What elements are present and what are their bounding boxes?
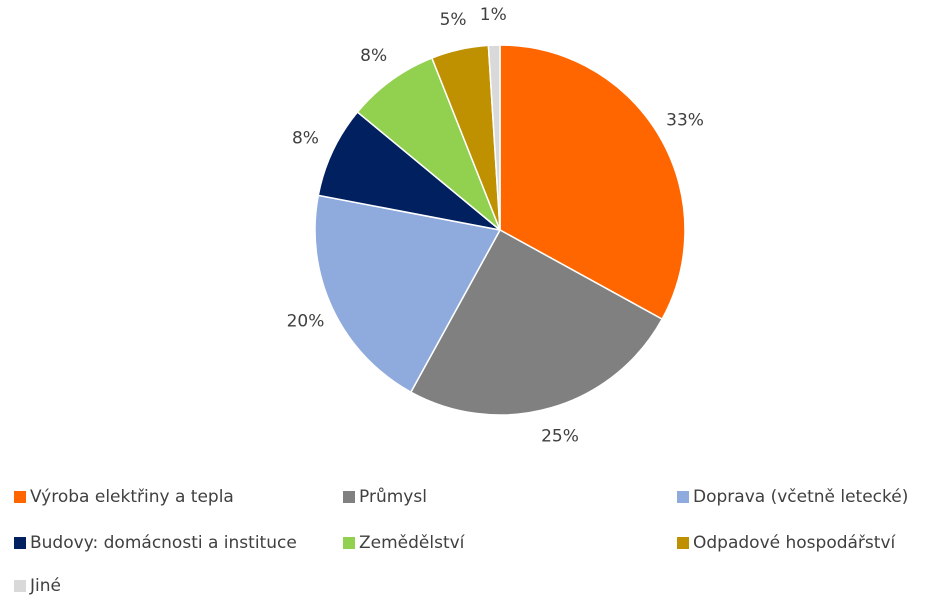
legend-label: Odpadové hospodářství (693, 533, 897, 553)
pie-slice (317, 111, 501, 231)
data-label: 20% (287, 312, 325, 332)
legend-label: Výroba elektřiny a tepla (30, 487, 234, 507)
data-label: 8% (292, 128, 319, 148)
legend-label: Průmysl (359, 487, 427, 507)
legend-label: Jiné (29, 576, 61, 596)
legend-label: Doprava (včetně letecké) (693, 487, 908, 507)
legend-swatch (14, 580, 26, 592)
legend-swatch (14, 491, 26, 503)
legend-label: Budovy: domácnosti a instituce (30, 533, 297, 553)
legend-swatch (343, 491, 355, 503)
data-label: 5% (440, 10, 467, 30)
pie-slice (487, 44, 501, 231)
pie-slice (499, 44, 686, 321)
data-label: 1% (480, 5, 507, 25)
pie-slice (356, 57, 501, 231)
data-label: 8% (360, 46, 387, 66)
legend-swatch (677, 537, 689, 549)
legend-label: Zemědělství (359, 533, 466, 553)
legend-swatch (677, 491, 689, 503)
data-label: 25% (541, 426, 579, 446)
pie-slice (409, 228, 664, 416)
data-label: 33% (666, 111, 704, 131)
legend-swatch (14, 537, 26, 549)
legend-swatch (343, 537, 355, 549)
pie-slice (314, 194, 502, 394)
